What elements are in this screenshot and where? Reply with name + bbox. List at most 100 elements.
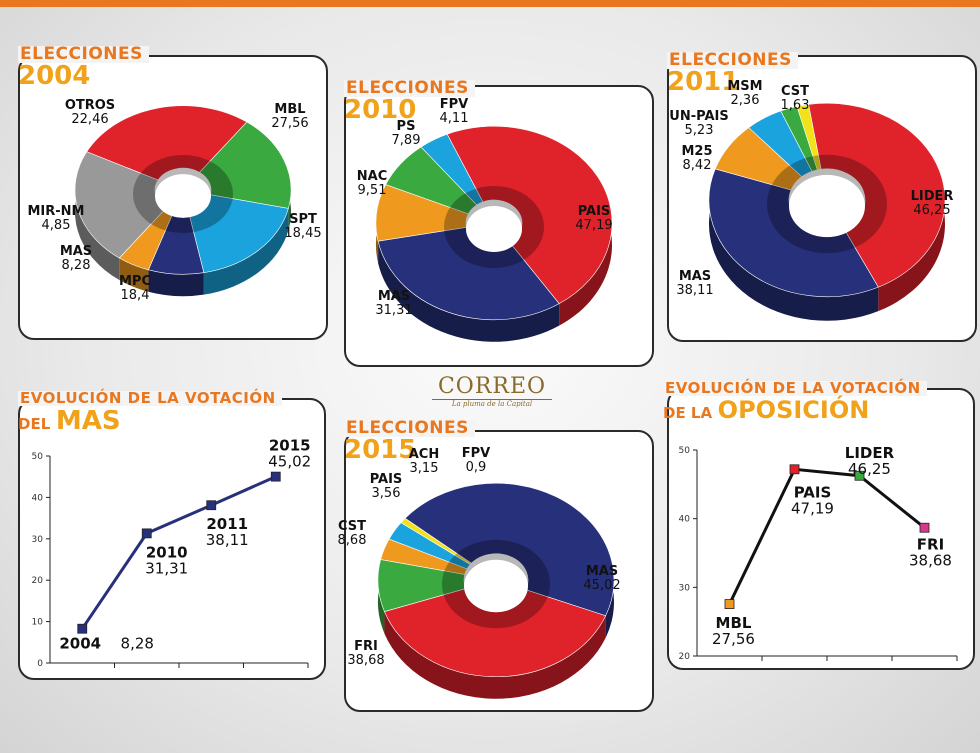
pie-slice-lider (808, 102, 946, 288)
pie-value-mas: 38,11 (676, 283, 713, 298)
pie-value-un-pais: 5,23 (685, 123, 714, 138)
y-tick-label: 0 (37, 659, 43, 669)
header-mas-evolution: EVOLUCIÓN DE LA VOTACIÓN DEL MAS (18, 391, 282, 434)
pie-label-mir-nm: MIR-NM (28, 204, 85, 219)
pie-hole (155, 174, 211, 218)
pie-slice-pais (446, 125, 613, 305)
point-name-2004: 2004 (59, 635, 101, 653)
point-2011 (206, 500, 217, 511)
header-year: 2011 (667, 67, 740, 97)
point-value-fri: 38,68 (909, 552, 952, 570)
header-small: ELECCIONES (18, 46, 149, 63)
header-small: EVOLUCIÓN DE LA VOTACIÓN (18, 391, 282, 406)
header-prefix: DEL (18, 415, 51, 433)
pie-slice-cst (796, 104, 822, 171)
logo-name: CORREO (437, 374, 547, 399)
pie-value-mpc: 18,4 (121, 288, 150, 303)
correo-logo: CORREO La pluma de la Capital (432, 376, 552, 408)
pie-label-mpc: MPC (119, 274, 151, 289)
pie-value-pais: 3,56 (372, 486, 401, 501)
y-tick-label: 20 (32, 576, 44, 586)
point-name-2015: 2015 (269, 437, 311, 455)
pie-hole (789, 174, 865, 238)
pie-label-m25: M25 (681, 144, 712, 159)
point-value-2011: 38,11 (206, 531, 249, 549)
point-value-2004: 8,28 (121, 635, 154, 653)
pie-slice-mbl (86, 105, 248, 181)
pie-slice-side-mas (378, 241, 560, 342)
header-2015: ELECCIONES 2015 (344, 420, 475, 463)
header-year: 2010 (344, 95, 417, 125)
pie-value-fpv: 0,9 (466, 460, 487, 475)
pie-value-cst: 8,68 (338, 533, 367, 548)
pie-value-nac: 9,51 (358, 183, 387, 198)
y-tick-label: 40 (679, 515, 691, 525)
pie-slice-side-mas (148, 269, 204, 297)
pie-value-ach: 3,15 (410, 461, 439, 476)
point-value-lider: 46,25 (848, 460, 891, 478)
point-value-pais: 47,19 (791, 499, 834, 517)
header-small: EVOLUCIÓN DE LA VOTACIÓN (663, 381, 927, 396)
y-tick-label: 50 (679, 446, 691, 456)
point-name-fri: FRI (917, 536, 944, 554)
panel-mas-evolution (18, 398, 326, 680)
pie-label-spt: SPT (289, 212, 317, 227)
pie-value-otros: 22,46 (71, 112, 108, 127)
pie-value-m25: 8,42 (683, 158, 712, 173)
pie-label-fpv: FPV (440, 97, 468, 112)
point-lider (854, 470, 865, 481)
y-tick-label: 30 (679, 583, 691, 593)
point-name-lider: LIDER (845, 444, 895, 462)
point-2010 (141, 528, 152, 539)
header-2004: ELECCIONES 2004 (18, 46, 149, 89)
pie-value-cst: 1,63 (781, 98, 810, 113)
pie-value-spt: 18,45 (284, 226, 321, 241)
header-big: MAS (55, 406, 121, 436)
pie-slice-spt (199, 121, 292, 209)
pie-label-ps: PS (397, 119, 416, 134)
pie-slice-side-mas (709, 168, 879, 321)
pie-value-mas: 45,02 (583, 578, 620, 593)
y-tick-label: 50 (32, 452, 44, 462)
pie-value-mir-nm: 4,85 (42, 218, 71, 233)
pie-label-lider: LIDER (911, 189, 954, 204)
header-2011: ELECCIONES 2011 (667, 52, 798, 95)
pie-slice-side-otros (74, 151, 120, 281)
header-prefix: DE LA (663, 404, 713, 422)
point-name-2011: 2011 (206, 515, 248, 533)
point-2004 (77, 623, 88, 634)
pie-value-mbl: 27,56 (271, 116, 308, 131)
header-small: ELECCIONES (667, 52, 798, 69)
pie-label-mas: MAS (378, 289, 410, 304)
pie-slice-mas (404, 483, 615, 617)
pie-slice-side-mpc (203, 208, 289, 295)
y-tick-label: 20 (679, 652, 691, 662)
pie-label-pais: PAIS (578, 204, 611, 219)
point-2015 (270, 471, 281, 482)
pie-value-mas: 8,28 (62, 258, 91, 273)
point-pais (789, 464, 800, 475)
pie-value-ps: 7,89 (392, 133, 421, 148)
series-line (81, 475, 277, 630)
pie-label-mas: MAS (586, 564, 618, 579)
pie-label-fri: FRI (354, 639, 378, 654)
header-year: 2004 (18, 61, 91, 91)
pie-slice-fpv (420, 133, 484, 206)
series-line (728, 467, 926, 605)
point-value-2010: 31,31 (145, 559, 188, 577)
pie-value-fri: 38,68 (347, 653, 384, 668)
pie-label-fpv: FPV (462, 446, 490, 461)
pie-label-un-pais: UN-PAIS (669, 109, 728, 124)
pie-slice-side-fri (384, 611, 606, 699)
pie-value-mas: 31,31 (375, 303, 412, 318)
header-year: 2015 (344, 435, 417, 465)
y-tick-label: 10 (32, 618, 44, 628)
pie-hole (466, 206, 522, 252)
pie-label-mas: MAS (60, 244, 92, 259)
